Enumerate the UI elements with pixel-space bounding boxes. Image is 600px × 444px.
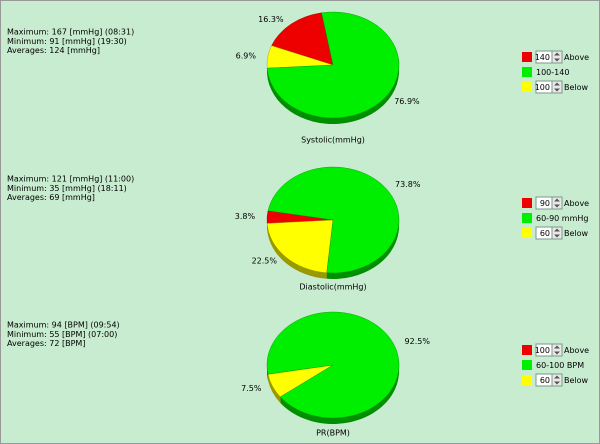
legend-label: Below bbox=[564, 83, 589, 92]
legend-swatch bbox=[522, 375, 532, 385]
legend-label: Above bbox=[564, 346, 589, 355]
legend-swatch bbox=[522, 82, 532, 92]
pie-slice bbox=[266, 219, 334, 273]
legend-label: Above bbox=[564, 53, 589, 62]
chart-title: Diastolic(mmHg) bbox=[299, 283, 366, 292]
spin-value[interactable]: 100 bbox=[535, 83, 550, 92]
stat-line: Maximum: 94 [BPM] (09:54) bbox=[7, 321, 120, 330]
stat-line: Minimum: 35 [mmHg] (18:11) bbox=[7, 184, 127, 193]
spin-arrows bbox=[554, 52, 560, 62]
spin-button[interactable] bbox=[551, 226, 563, 240]
legend-swatch bbox=[522, 360, 532, 370]
pie-slice bbox=[266, 311, 400, 419]
spin-arrows bbox=[554, 82, 560, 92]
slice-label: 73.8% bbox=[395, 180, 421, 189]
legend-swatch bbox=[522, 213, 532, 223]
legend-label: Below bbox=[564, 376, 589, 385]
spin-value[interactable]: 140 bbox=[535, 53, 550, 62]
spin-arrows bbox=[554, 228, 560, 238]
legend-label: 100-140 bbox=[536, 68, 569, 77]
slice-label: 92.5% bbox=[405, 337, 431, 346]
chart-title: Systolic(mmHg) bbox=[301, 136, 365, 145]
spin-arrows bbox=[554, 345, 560, 355]
legend-label: Below bbox=[564, 229, 589, 238]
spin-button[interactable] bbox=[551, 50, 563, 64]
spin-value[interactable]: 60 bbox=[540, 376, 550, 385]
stat-line: Maximum: 121 [mmHg] (11:00) bbox=[7, 175, 134, 184]
slice-label: 3.8% bbox=[235, 212, 256, 221]
spin-arrows bbox=[554, 198, 560, 208]
pie-slice bbox=[271, 12, 334, 66]
spin-value[interactable]: 90 bbox=[540, 199, 550, 208]
slice-label: 6.9% bbox=[236, 51, 257, 60]
spin-button[interactable] bbox=[551, 373, 563, 387]
stat-line: Averages: 124 [mmHg] bbox=[7, 46, 100, 55]
spin-value[interactable]: 100 bbox=[535, 346, 550, 355]
stat-line: Averages: 72 [BPM] bbox=[7, 339, 85, 348]
legend-swatch bbox=[522, 345, 532, 355]
spin-button[interactable] bbox=[551, 196, 563, 210]
stat-line: Averages: 69 [mmHg] bbox=[7, 193, 95, 202]
slice-label: 22.5% bbox=[252, 257, 278, 266]
pie-slice bbox=[266, 11, 400, 119]
legend-swatch bbox=[522, 52, 532, 62]
legend-label: Above bbox=[564, 199, 589, 208]
chart-title: PR(BPM) bbox=[316, 429, 350, 438]
slice-label: 76.9% bbox=[394, 97, 420, 106]
spin-arrows bbox=[554, 375, 560, 385]
stat-line: Maximum: 167 [mmHg] (08:31) bbox=[7, 28, 134, 37]
legend-swatch bbox=[522, 67, 532, 77]
stat-line: Minimum: 91 [mmHg] (19:30) bbox=[7, 37, 127, 46]
spin-value[interactable]: 60 bbox=[540, 229, 550, 238]
pie-slice bbox=[267, 166, 400, 274]
slice-label: 16.3% bbox=[258, 15, 284, 24]
legend-swatch bbox=[522, 198, 532, 208]
legend-label: 60-90 mmHg bbox=[536, 214, 588, 223]
legend-swatch bbox=[522, 228, 532, 238]
spin-button[interactable] bbox=[551, 343, 563, 357]
slice-label: 7.5% bbox=[241, 384, 262, 393]
stat-line: Minimum: 55 [BPM] (07:00) bbox=[7, 330, 117, 339]
legend-label: 60-100 BPM bbox=[536, 361, 584, 370]
spin-button[interactable] bbox=[551, 80, 563, 94]
